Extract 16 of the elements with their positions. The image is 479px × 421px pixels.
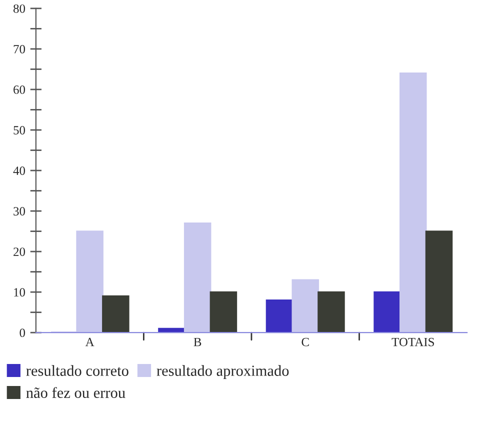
- x-tick-label: B: [194, 338, 202, 346]
- y-tick-label: 0: [20, 328, 26, 338]
- x-tick-label: C: [302, 338, 309, 346]
- legend-label: não fez ou errou: [26, 387, 126, 398]
- legend-label: resultado correto: [26, 365, 128, 376]
- y-tick-label: 10: [14, 288, 26, 297]
- y-tick-label: 60: [14, 85, 26, 94]
- x-tick-label: TOTAIS: [392, 338, 434, 346]
- y-tick-label: 20: [14, 248, 26, 256]
- y-tick-label: 80: [13, 4, 26, 13]
- y-tick-label: 30: [14, 207, 26, 216]
- legend-label: resultado aproximado: [156, 365, 289, 380]
- x-tick-label: A: [85, 338, 94, 346]
- y-tick-label: 50: [14, 126, 26, 134]
- y-tick-label: 70: [14, 44, 26, 54]
- y-tick-label: 40: [13, 166, 26, 175]
